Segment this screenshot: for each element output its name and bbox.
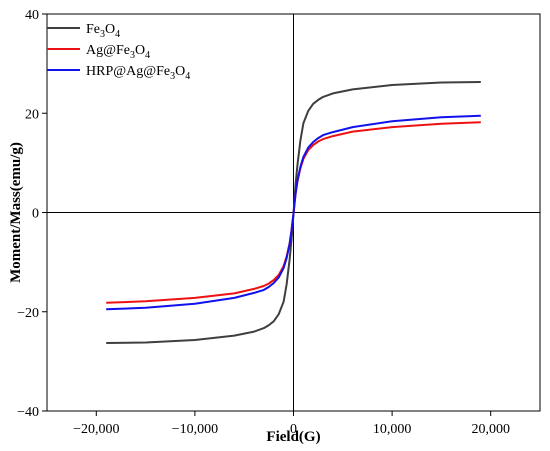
series-line-2 [106, 114, 481, 311]
legend: Fe3O4 Ag@Fe3O4 HRP@Ag@Fe3O4 [47, 22, 190, 82]
x-tick-label: 10,000 [373, 422, 412, 437]
legend-label-1: Ag@Fe3O4 [86, 43, 150, 61]
y-tick-label: 0 [32, 207, 39, 222]
y-tick-label: −40 [17, 405, 39, 420]
x-axis-label: Field(G) [266, 429, 320, 445]
y-tick-label: −20 [17, 306, 39, 321]
x-tick-label: 20,000 [471, 422, 510, 437]
x-tick-label: −10,000 [172, 422, 218, 437]
y-tick-label: 20 [25, 107, 39, 122]
x-axis-ticks: −20,000 −10,000 0 10,000 20,000 [73, 411, 510, 437]
y-axis-ticks: −40 −20 0 20 40 [17, 8, 47, 420]
x-tick-label: −20,000 [73, 422, 119, 437]
y-tick-label: 40 [25, 8, 39, 23]
y-axis-label: Moment/Mass(emu/g) [8, 142, 24, 283]
legend-label-2: HRP@Ag@Fe3O4 [86, 64, 190, 82]
legend-label-0: Fe3O4 [86, 22, 120, 40]
x-tick-label: 0 [290, 422, 297, 437]
